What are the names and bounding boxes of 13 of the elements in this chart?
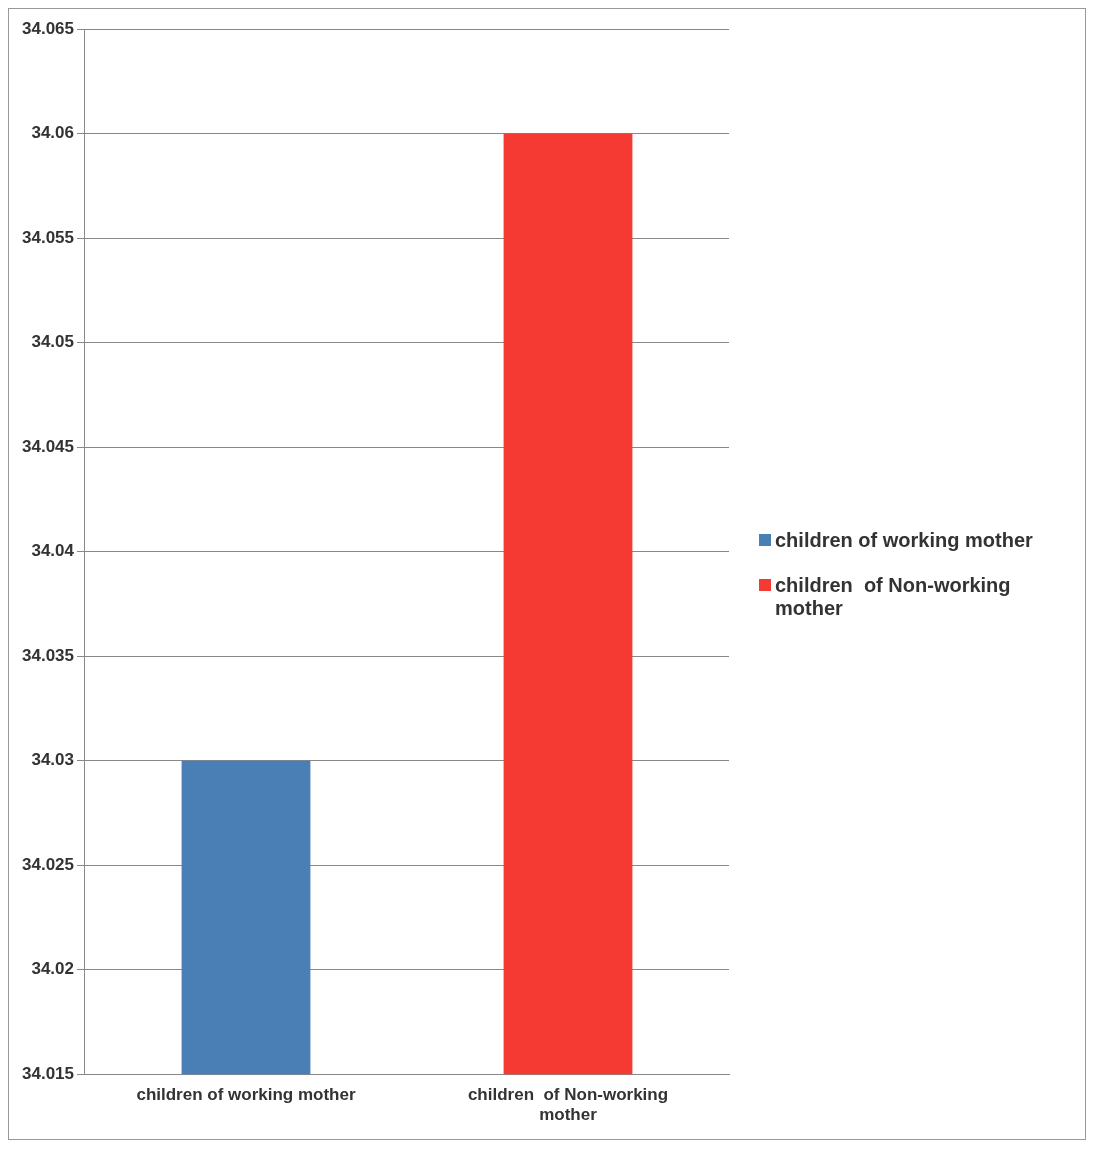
y-tick-label: 34.065 <box>22 18 74 38</box>
y-tick-label: 34.035 <box>22 645 74 665</box>
y-tick-label: 34.055 <box>22 227 74 247</box>
legend-label: children of Non-working mother <box>775 573 1012 620</box>
y-tick-label: 34.05 <box>31 332 74 352</box>
y-tick-label: 34.03 <box>31 750 74 770</box>
y-tick-label: 34.02 <box>31 959 74 979</box>
y-tick-label: 34.06 <box>31 123 74 143</box>
y-tick-label: 34.015 <box>22 1063 74 1083</box>
y-tick-label: 34.045 <box>22 436 74 456</box>
y-tick-label: 34.025 <box>22 854 74 874</box>
y-tick-label: 34.04 <box>31 541 75 561</box>
legend-label: children of working mother <box>775 528 1033 552</box>
